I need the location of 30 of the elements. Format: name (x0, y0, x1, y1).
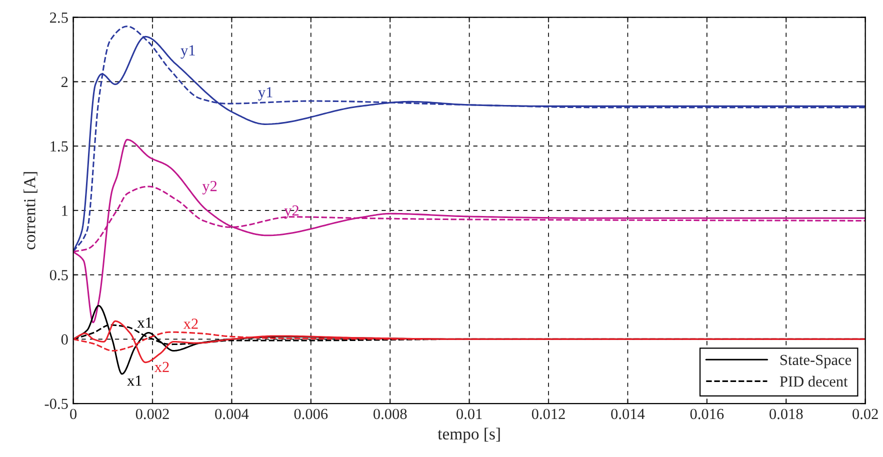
annotation: y1 (258, 87, 272, 101)
annotation: x2 (154, 362, 169, 372)
x-tick-label: 0 (70, 408, 77, 420)
y-tick-label: -0.5 (44, 398, 68, 410)
y-tick-label: 2.5 (50, 12, 68, 23)
y-tick-label: 2 (61, 76, 68, 88)
x-tick-label: 0.006 (294, 408, 328, 420)
legend-label: PID decent (780, 376, 848, 387)
legend-label: State-Space (780, 354, 852, 368)
x-tick-label: 0.014 (611, 408, 645, 420)
annotation: x1 (137, 318, 152, 328)
y-tick-label: 1 (62, 206, 68, 216)
annotation: x2 (183, 318, 198, 329)
annotation: x1 (127, 376, 142, 386)
x-tick-label: 0.002 (136, 408, 169, 420)
x-tick-label: 0.02 (852, 408, 878, 420)
y-tick-label: 1.5 (50, 141, 68, 152)
x-tick-label: 0.008 (374, 408, 407, 420)
annotation: y2 (202, 180, 217, 194)
x-tick-label: 0.004 (215, 408, 249, 420)
x-tick-label: 0.016 (690, 408, 724, 420)
y-tick-label: 0 (61, 334, 68, 345)
annotation: y2 (284, 205, 299, 219)
y-tick-label: 0.5 (50, 270, 68, 280)
x-axis-title: tempo [s] (438, 428, 500, 443)
x-tick-label: 0.018 (770, 408, 803, 420)
x-tick-label: 0.012 (532, 408, 565, 420)
x-tick-label: 0.01 (456, 408, 482, 420)
annotation: y1 (180, 45, 195, 59)
y-axis-title: correnti [A] (24, 172, 38, 250)
